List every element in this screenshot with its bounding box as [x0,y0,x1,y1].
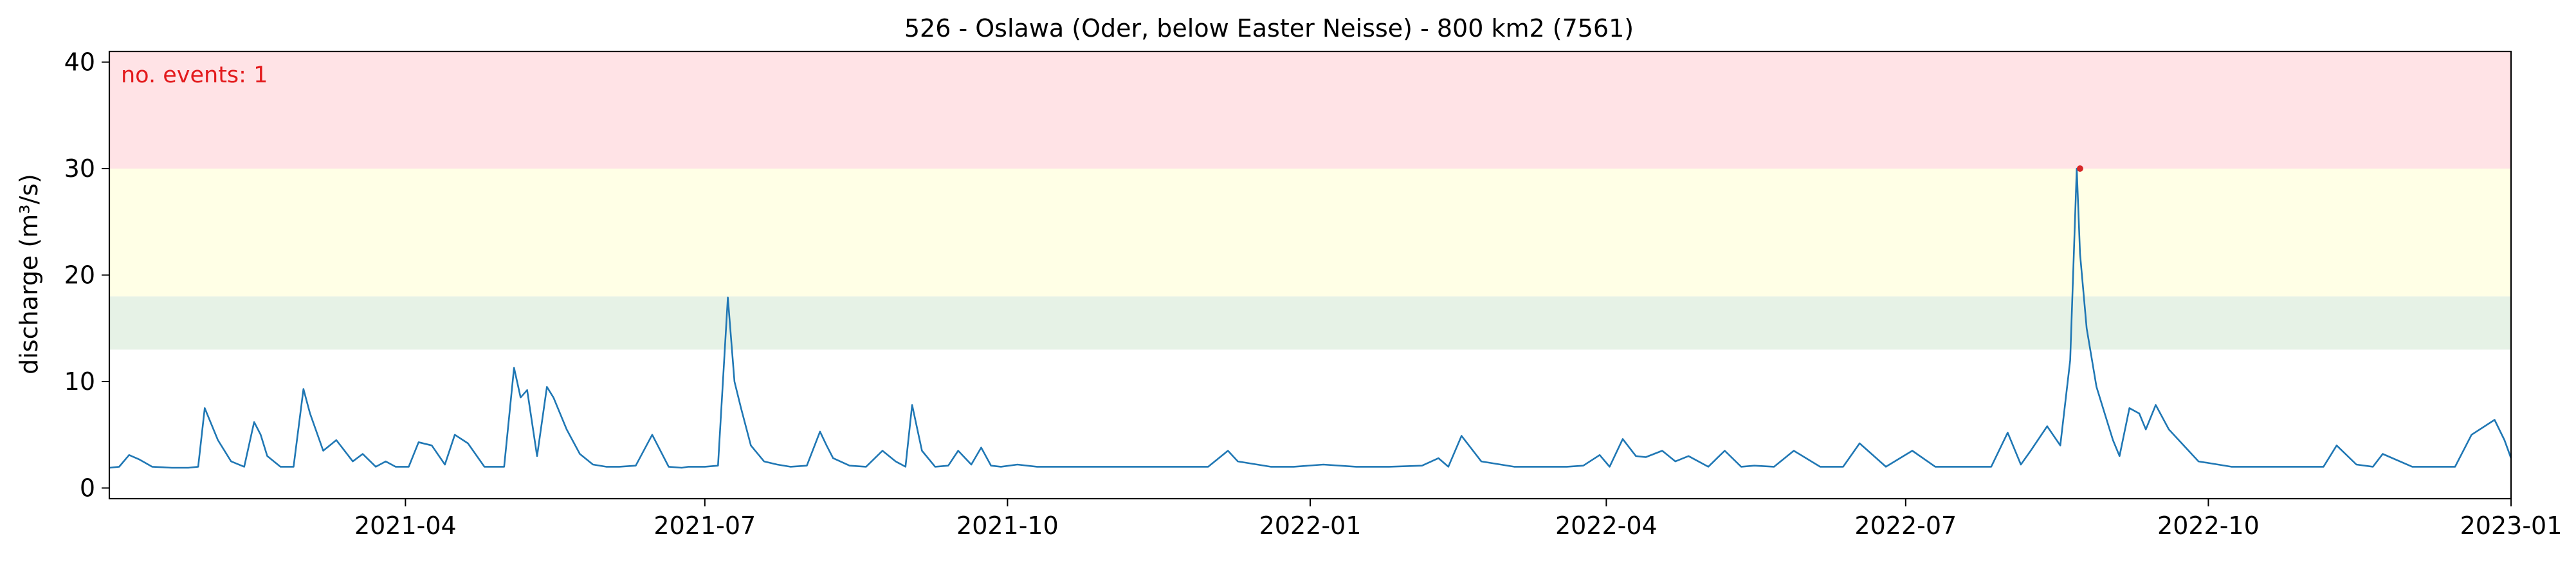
threshold-band-2 [109,51,2511,169]
x-tick-label-4: 2022-04 [1555,512,1658,540]
x-tick-label-3: 2022-01 [1259,512,1362,540]
x-tick-label-0: 2021-04 [354,512,457,540]
y-tick-label-1: 10 [64,367,95,396]
series-layer [109,167,2512,469]
x-tick-label-6: 2022-10 [2157,512,2260,540]
event-marker-0 [2076,165,2083,172]
y-axis-label: discharge (m³/s) [15,174,43,374]
x-axis: 2021-04 2021-07 2021-10 2022-01 2022-04 2022-… [354,499,2562,540]
x-tick-label-1: 2021-07 [653,512,756,540]
series-line-0 [109,167,2512,469]
y-tick-label-3: 30 [64,154,95,183]
event-markers [2076,165,2083,172]
y-tick-label-4: 40 [64,48,95,77]
chart-title: 526 - Oslawa (Oder, below Easter Neisse)… [904,14,1634,42]
threshold-bands [109,51,2511,350]
x-tick-label-7: 2023-01 [2460,512,2562,540]
threshold-band-1 [109,169,2511,297]
x-tick-label-5: 2022-07 [1854,512,1957,540]
x-tick-label-2: 2021-10 [956,512,1059,540]
y-tick-label-0: 0 [80,474,95,502]
threshold-band-0 [109,296,2511,350]
y-tick-label-2: 20 [64,261,95,290]
event-count-annotation: no. events: 1 [121,62,268,88]
y-axis: 0 10 20 30 40 [64,48,109,502]
